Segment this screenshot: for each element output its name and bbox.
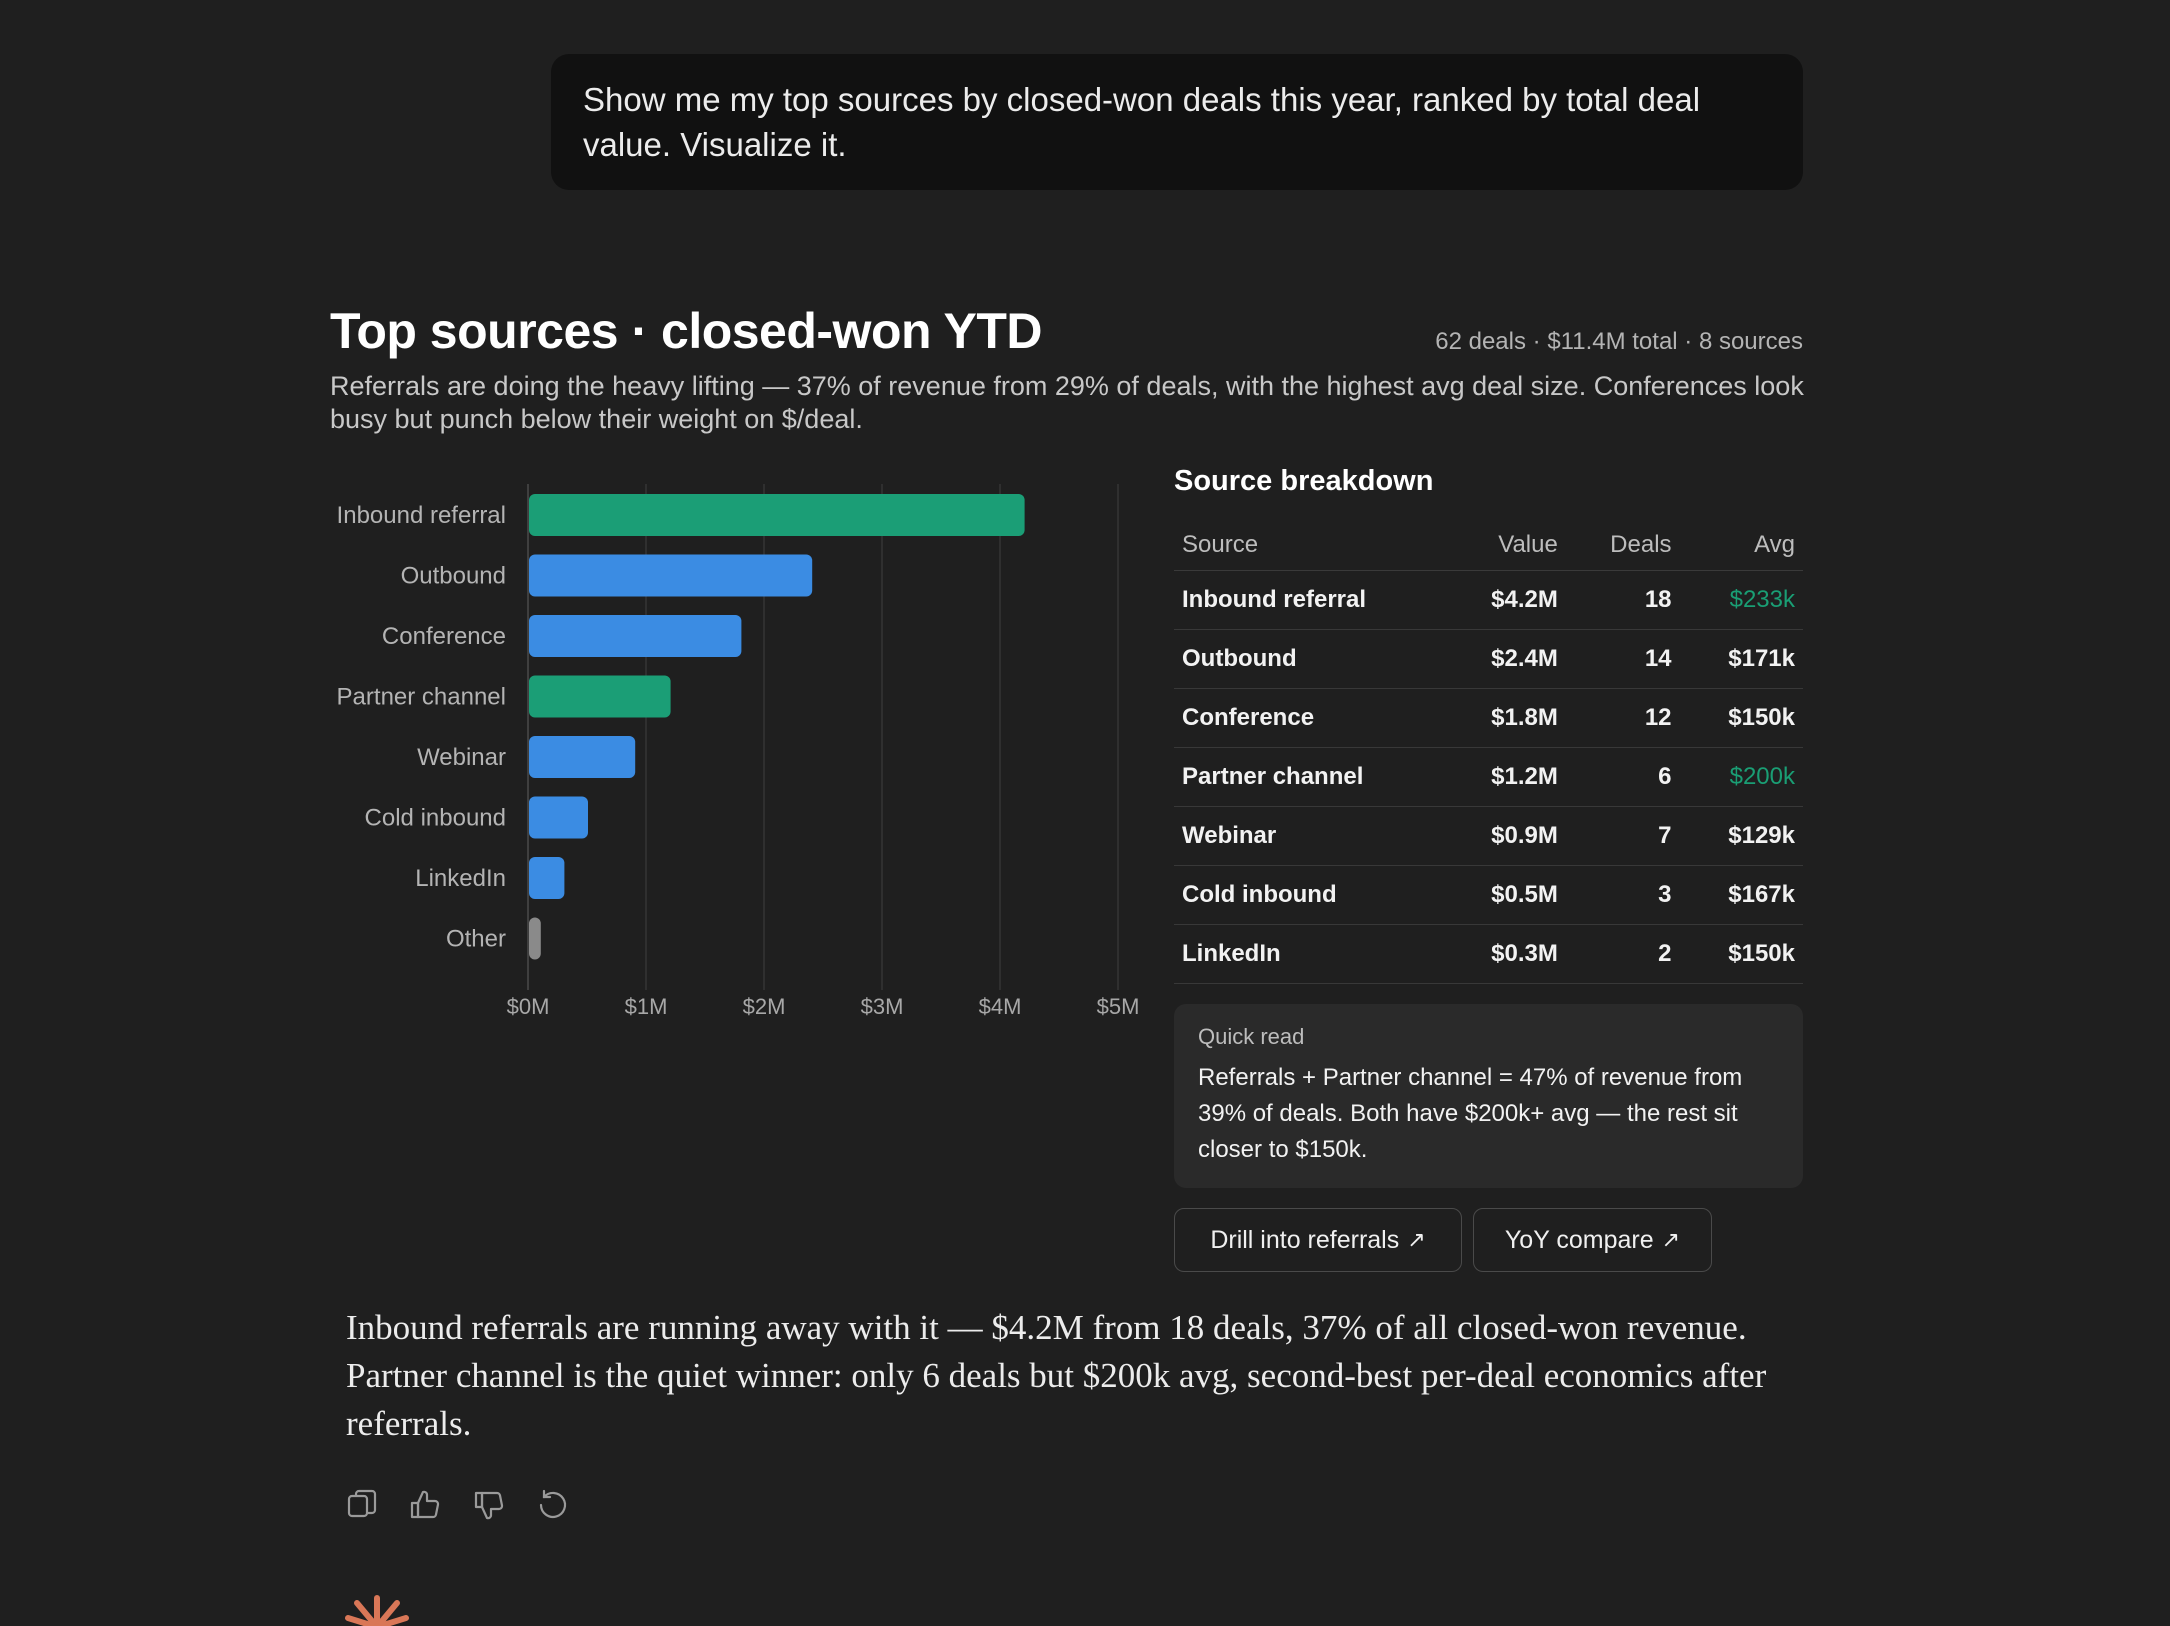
brand-spark-icon: [344, 1594, 410, 1626]
cell-avg: $233k: [1679, 570, 1803, 630]
cell-deals: 3: [1565, 865, 1680, 925]
cell-value: $1.2M: [1442, 747, 1566, 807]
bar-label: Webinar: [417, 744, 506, 771]
widget-title: Top sources · closed-won YTD: [330, 303, 1043, 359]
bar-label: LinkedIn: [415, 865, 506, 892]
table-row: Cold inbound $0.5M 3 $167k: [1174, 865, 1803, 925]
breakdown-table: Source Value Deals Avg Inbound referral $…: [1174, 520, 1803, 984]
cell-value: $4.2M: [1442, 570, 1566, 630]
yoy-compare-label: YoY compare: [1504, 1225, 1654, 1254]
bar: [529, 857, 565, 899]
table-row: Partner channel $1.2M 6 $200k: [1174, 747, 1803, 807]
cell-source: Partner channel: [1174, 747, 1443, 807]
table-row: Outbound $2.4M 14 $171k: [1174, 629, 1803, 689]
external-arrow-icon: ↗: [1661, 1227, 1681, 1252]
quick-read-label: Quick read: [1198, 1024, 1305, 1049]
cell-deals: 18: [1565, 570, 1680, 630]
widget-meta: 62 deals · $11.4M total · 8 sources: [1435, 328, 1803, 355]
bar: [529, 796, 588, 839]
cell-avg: $150k: [1679, 688, 1803, 748]
cell-deals: 12: [1565, 688, 1680, 748]
user-message: Show me my top sources by closed-won dea…: [551, 54, 1803, 190]
external-arrow-icon: ↗: [1407, 1227, 1426, 1252]
source-bar-chart: $0M $1M $2M $3M $4M $5M Inbound referral Outbou…: [337, 484, 1140, 1019]
bar-label: Inbound referral: [337, 502, 506, 529]
x-tick-label: $1M: [625, 994, 668, 1019]
bar-label: Conference: [382, 623, 506, 650]
cell-deals: 7: [1565, 806, 1680, 866]
bar-label: Outbound: [401, 563, 506, 590]
table-row: Conference $1.8M 12 $150k: [1174, 688, 1803, 748]
x-tick-label: $3M: [861, 994, 904, 1019]
header-deals: Deals: [1565, 520, 1680, 571]
cell-avg: $200k: [1679, 747, 1803, 807]
cell-value: $2.4M: [1442, 629, 1566, 689]
cell-value: $0.9M: [1442, 806, 1566, 866]
cell-source: Inbound referral: [1174, 570, 1443, 630]
cell-source: Outbound: [1174, 629, 1443, 689]
bar: [529, 675, 671, 718]
quick-read-card: Quick read Referrals + Partner channel =…: [1174, 1004, 1803, 1188]
bar: [529, 554, 813, 597]
widget-subtitle: Referrals are doing the heavy lifting — …: [330, 371, 1804, 434]
cell-avg: $150k: [1679, 924, 1803, 984]
bar: [529, 917, 541, 960]
drill-into-referrals-label: Drill into referrals: [1210, 1225, 1400, 1254]
cell-source: Cold inbound: [1174, 865, 1443, 925]
bar-label: Other: [446, 926, 506, 953]
yoy-compare-button[interactable]: YoY compare ↗: [1473, 1208, 1712, 1272]
retry-icon[interactable]: [536, 1488, 570, 1522]
x-tick-label: $0M: [507, 994, 550, 1019]
bar-label: Cold inbound: [365, 805, 506, 832]
cell-source: LinkedIn: [1174, 924, 1443, 984]
header-source: Source: [1174, 520, 1443, 571]
cell-deals: 2: [1565, 924, 1680, 984]
x-tick-label: $5M: [1097, 994, 1140, 1019]
thumbs-down-icon[interactable]: [472, 1488, 506, 1522]
table-row: Inbound referral $4.2M 18 $233k: [1174, 570, 1803, 630]
copy-icon[interactable]: [345, 1488, 379, 1522]
cell-avg: $171k: [1679, 629, 1803, 689]
table-row: Webinar $0.9M 7 $129k: [1174, 806, 1803, 866]
x-tick-label: $2M: [743, 994, 786, 1019]
cell-value: $0.5M: [1442, 865, 1566, 925]
table-header-row: Source Value Deals Avg: [1174, 520, 1803, 571]
cell-avg: $129k: [1679, 806, 1803, 866]
header-avg: Avg: [1679, 520, 1803, 571]
bar: [529, 736, 636, 778]
cell-value: $1.8M: [1442, 688, 1566, 748]
bar: [529, 494, 1025, 536]
thumbs-up-icon[interactable]: [408, 1488, 442, 1522]
cell-source: Conference: [1174, 688, 1443, 748]
breakdown-title: Source breakdown: [1174, 465, 1434, 497]
assistant-message: Inbound referrals are running away with …: [346, 1308, 1767, 1443]
x-tick-label: $4M: [979, 994, 1022, 1019]
table-row: LinkedIn $0.3M 2 $150k: [1174, 924, 1803, 984]
quick-read-text: Referrals + Partner channel = 47% of rev…: [1198, 1064, 1743, 1163]
cell-deals: 6: [1565, 747, 1680, 807]
drill-into-referrals-button[interactable]: Drill into referrals ↗: [1174, 1208, 1462, 1272]
cell-value: $0.3M: [1442, 924, 1566, 984]
bar: [529, 615, 742, 657]
header-value: Value: [1442, 520, 1566, 571]
cell-source: Webinar: [1174, 806, 1443, 866]
cell-avg: $167k: [1679, 865, 1803, 925]
cell-deals: 14: [1565, 629, 1680, 689]
bar-label: Partner channel: [337, 684, 506, 711]
